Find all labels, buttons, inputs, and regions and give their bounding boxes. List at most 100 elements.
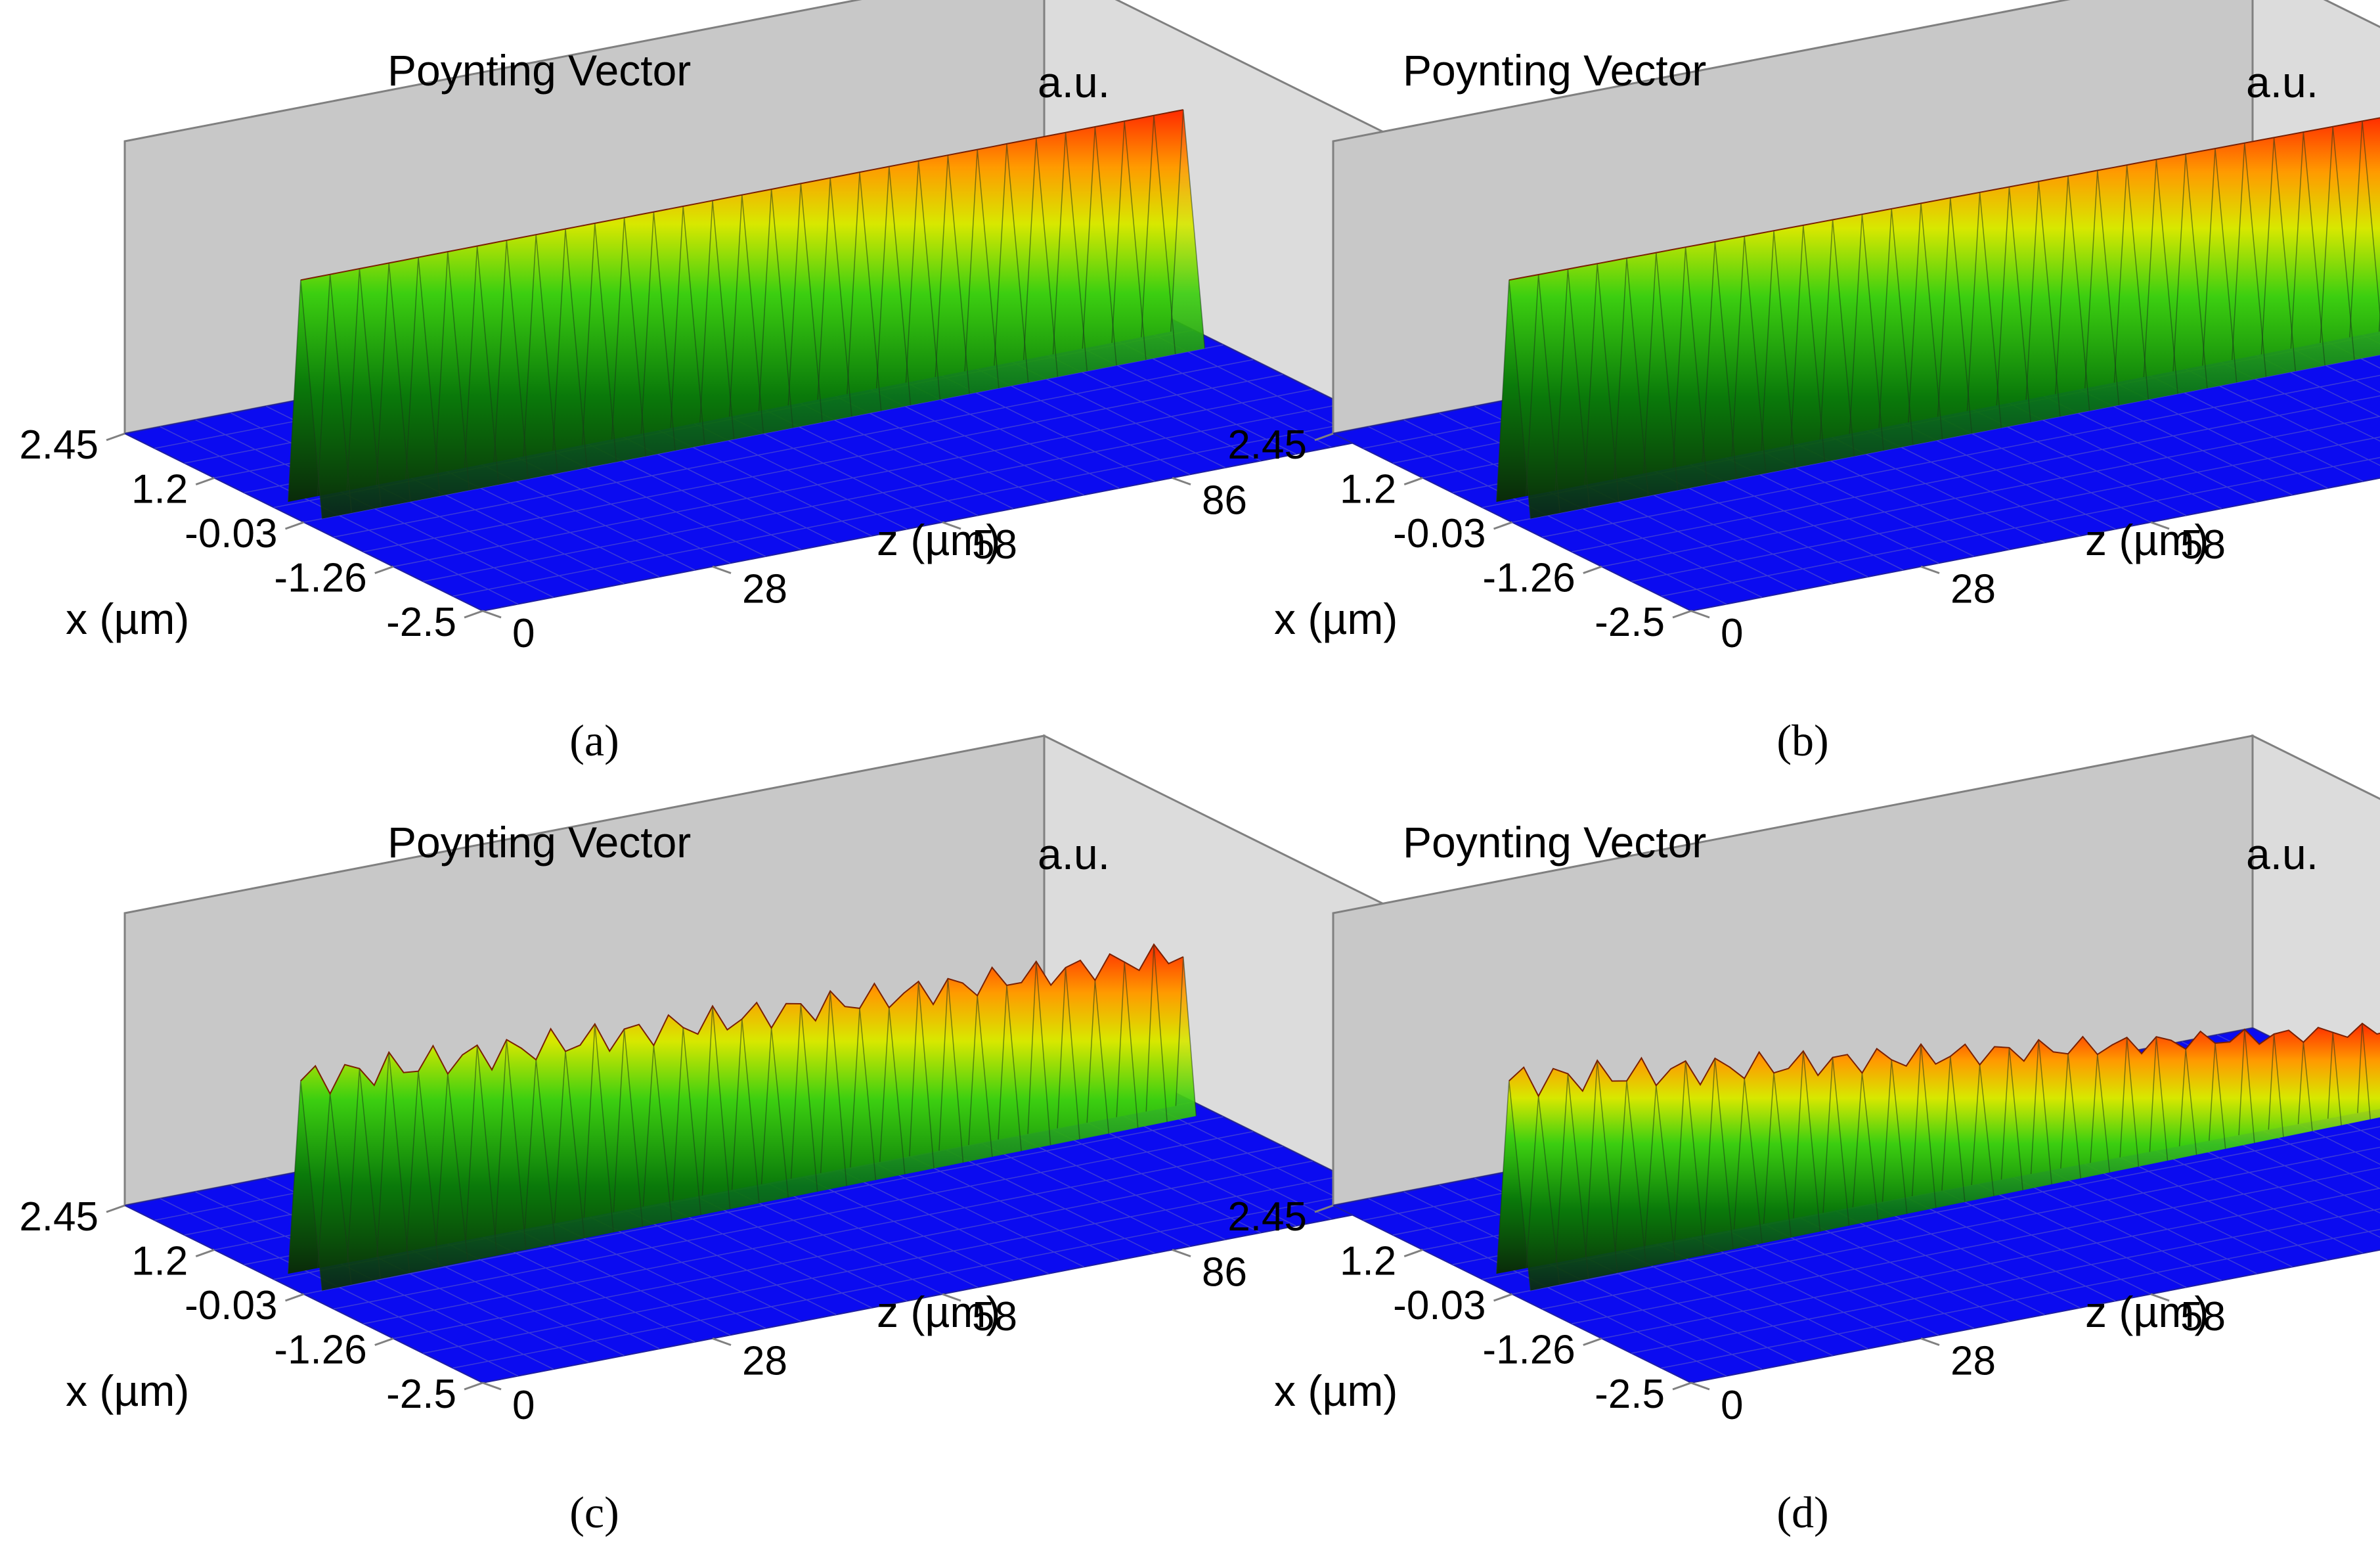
x-tick-mark — [284, 521, 305, 530]
z-tick-mark — [2150, 1293, 2170, 1302]
z-tick-label: 28 — [1950, 567, 1996, 612]
x-tick-label: -2.5 — [1595, 1372, 1665, 1417]
floor-gridline — [333, 359, 1254, 538]
z-tick-mark — [712, 566, 732, 574]
z-tick-mark — [2150, 521, 2170, 530]
x-axis-label: x (µm) — [1274, 1366, 1398, 1415]
z-tick-mark — [482, 610, 502, 619]
panel-caption: (b) — [1776, 715, 1828, 765]
z-axis-label: z (µm) — [2085, 516, 2209, 564]
floor-gridline — [1541, 374, 2380, 538]
x-tick-label: -0.03 — [1393, 1283, 1486, 1328]
panel-c: Poynting Vector a.u. x (µm) z (µm) (c) 2… — [19, 734, 1497, 1537]
x-tick-label: 2.45 — [1227, 1194, 1307, 1240]
z-tick-mark — [1172, 477, 1191, 485]
x-tick-mark — [1314, 1204, 1334, 1213]
x-tick-label: -1.26 — [1482, 1328, 1575, 1373]
panel-d: Poynting Vector a.u. x (µm) z (µm) (d) 2… — [1227, 734, 2380, 1537]
x-tick-label: -1.26 — [274, 556, 366, 601]
floor-gridline — [452, 1190, 1373, 1369]
x-tick-label: 2.45 — [1227, 422, 1307, 468]
floor-gridline — [452, 418, 1373, 597]
chart-title: Poynting Vector — [1403, 818, 1706, 866]
x-tick-mark — [374, 1337, 394, 1346]
z-tick-label: 28 — [742, 1339, 787, 1384]
z-tick-label: 0 — [512, 611, 535, 656]
x-tick-label: -1.26 — [1482, 556, 1575, 601]
x-axis-label: x (µm) — [1274, 595, 1398, 643]
floor-gridline — [393, 388, 1313, 568]
x-tick-label: -2.5 — [386, 600, 456, 645]
z-tick-mark — [1920, 566, 1940, 574]
floor-gridline — [393, 1160, 1313, 1339]
x-tick-label: 2.45 — [19, 422, 99, 468]
x-tick-mark — [1493, 1293, 1513, 1302]
zaxis-unit-label: a.u. — [1038, 830, 1110, 878]
panel-caption: (d) — [1776, 1487, 1828, 1537]
x-tick-mark — [106, 1204, 125, 1213]
z-tick-mark — [942, 521, 961, 530]
poynting-ridge-front — [1509, 1023, 2380, 1291]
x-tick-label: -1.26 — [274, 1328, 366, 1373]
floor-gridline — [1661, 457, 2380, 597]
floor-gridline — [1631, 436, 2380, 582]
zaxis-unit-label: a.u. — [2246, 830, 2318, 878]
x-tick-label: -2.5 — [386, 1372, 456, 1417]
z-axis-label: z (µm) — [877, 1288, 1000, 1336]
poynting-ridge-front — [300, 944, 1197, 1291]
z-tick-label: 86 — [1202, 478, 1247, 524]
x-axis-label: x (µm) — [66, 595, 189, 643]
z-tick-mark — [1172, 1249, 1191, 1257]
chart-title: Poynting Vector — [387, 46, 691, 95]
panel-caption: (c) — [569, 1487, 619, 1537]
zaxis-unit-label: a.u. — [1038, 58, 1110, 106]
panel-a: Poynting Vector a.u. x (µm) z (µm) (a) 2… — [19, 0, 1497, 765]
x-tick-label: 1.2 — [131, 1239, 188, 1284]
floor-gridline — [423, 1175, 1343, 1354]
x-tick-label: 1.2 — [1340, 467, 1396, 512]
x-tick-mark — [1403, 1249, 1423, 1257]
x-tick-label: -2.5 — [1595, 600, 1665, 645]
z-tick-mark — [1920, 1337, 1940, 1346]
zaxis-unit-label: a.u. — [2246, 58, 2318, 106]
x-tick-mark — [1493, 521, 1513, 530]
floor-gridline — [1572, 395, 2380, 552]
x-tick-label: -0.03 — [185, 1283, 277, 1328]
x-tick-mark — [374, 566, 394, 574]
z-tick-mark — [482, 1382, 502, 1391]
x-tick-mark — [1583, 566, 1602, 574]
x-tick-mark — [464, 610, 483, 619]
z-tick-label: 58 — [972, 1294, 1017, 1339]
x-tick-mark — [1583, 1337, 1602, 1346]
z-axis-label: z (µm) — [877, 516, 1000, 564]
floor-gridline — [1572, 1167, 2380, 1324]
ridge-crest — [300, 109, 1183, 281]
z-tick-label: 0 — [512, 1383, 535, 1428]
x-tick-mark — [284, 1293, 305, 1302]
panel-b: Poynting Vector a.u. x (µm) z (µm) (b) 2… — [1227, 0, 2380, 765]
floor-gridline — [363, 1146, 1283, 1324]
z-tick-label: 0 — [1721, 611, 1743, 656]
x-tick-mark — [1672, 610, 1692, 619]
x-tick-label: -0.03 — [1393, 511, 1486, 556]
floor-gridline — [1601, 1188, 2380, 1339]
x-tick-label: 1.2 — [1340, 1239, 1396, 1284]
panel-caption: (a) — [569, 715, 619, 765]
z-axis-label: z (µm) — [2085, 1288, 2209, 1336]
floor-gridline — [1601, 416, 2380, 568]
x-tick-mark — [1314, 432, 1334, 441]
chart-title: Poynting Vector — [1403, 46, 1706, 95]
x-tick-label: 2.45 — [19, 1194, 99, 1240]
x-tick-mark — [195, 477, 215, 485]
ridge-crest — [300, 943, 1184, 1096]
z-tick-label: 0 — [1721, 1383, 1743, 1428]
floor-gridline — [363, 374, 1283, 552]
floor-gridline — [303, 1116, 1223, 1295]
side-wall — [2251, 734, 2380, 1092]
x-tick-mark — [1672, 1382, 1692, 1391]
z-tick-label: 28 — [742, 567, 787, 612]
chart-title: Poynting Vector — [387, 818, 691, 866]
x-axis-label: x (µm) — [66, 1366, 189, 1415]
x-tick-mark — [195, 1249, 215, 1257]
